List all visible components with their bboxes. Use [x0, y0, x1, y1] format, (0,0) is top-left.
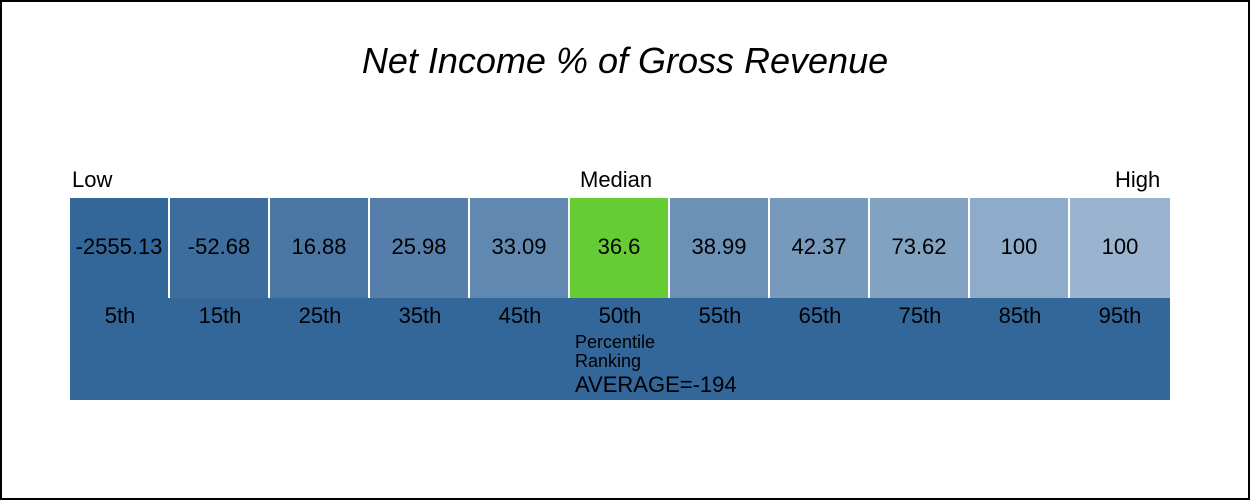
percentile-cell-median: 36.6 — [570, 198, 670, 298]
percentile-cell: 100 — [1070, 198, 1170, 298]
percentile-cell: 16.88 — [270, 198, 370, 298]
percentile-rank-label: 55th — [698, 303, 742, 328]
caption-line-ranking: Ranking — [575, 351, 642, 371]
percentile-footer-band — [70, 298, 1170, 400]
percentile-rank-label: 45th — [498, 303, 542, 328]
percentile-value-label: 16.88 — [291, 234, 347, 259]
percentile-rank-label: 85th — [998, 303, 1042, 328]
percentile-rank-label: 5th — [104, 303, 136, 328]
percentile-value-label: 100 — [1101, 234, 1139, 259]
percentile-rank-label: 50th — [598, 303, 642, 328]
percentile-cell: -52.68 — [170, 198, 270, 298]
low-marker-label: Low — [72, 167, 113, 192]
median-marker-label: Median — [580, 167, 653, 192]
percentile-rank-label: 75th — [898, 303, 942, 328]
percentile-value-label: 36.6 — [597, 234, 641, 259]
percentile-value-label: 38.99 — [691, 234, 747, 259]
percentile-cell: -2555.13 — [70, 198, 170, 298]
percentile-cell: 42.37 — [770, 198, 870, 298]
percentile-rank-label: 65th — [798, 303, 842, 328]
percentile-value-label: 25.98 — [391, 234, 447, 259]
percentile-value-band: -2555.13 -52.68 16.88 25.98 33.09 36.6 38.99 42… — [70, 198, 1170, 298]
percentile-value-label: 100 — [1000, 234, 1038, 259]
high-marker-label: High — [1115, 167, 1161, 192]
percentile-cell: 38.99 — [670, 198, 770, 298]
average-label: AVERAGE=-194 — [575, 372, 737, 397]
percentile-rank-label: 95th — [1098, 303, 1142, 328]
percentile-cell: 25.98 — [370, 198, 470, 298]
percentile-rank-label: 35th — [398, 303, 442, 328]
percentile-ranking-caption: Percentile Ranking — [575, 333, 655, 371]
chart-title: Net Income % of Gross Revenue — [361, 40, 889, 81]
percentile-value-label: -52.68 — [187, 234, 251, 259]
percentile-value-label: 42.37 — [791, 234, 847, 259]
percentile-cell: 33.09 — [470, 198, 570, 298]
percentile-cell: 100 — [970, 198, 1070, 298]
percentile-rank-label: 15th — [198, 303, 242, 328]
percentile-value-label: 33.09 — [491, 234, 547, 259]
percentile-cell: 73.62 — [870, 198, 970, 298]
caption-line-percentile: Percentile — [575, 332, 656, 352]
percentile-value-label: -2555.13 — [75, 234, 163, 259]
percentile-rank-label: 25th — [298, 303, 342, 328]
percentile-value-label: 73.62 — [891, 234, 947, 259]
